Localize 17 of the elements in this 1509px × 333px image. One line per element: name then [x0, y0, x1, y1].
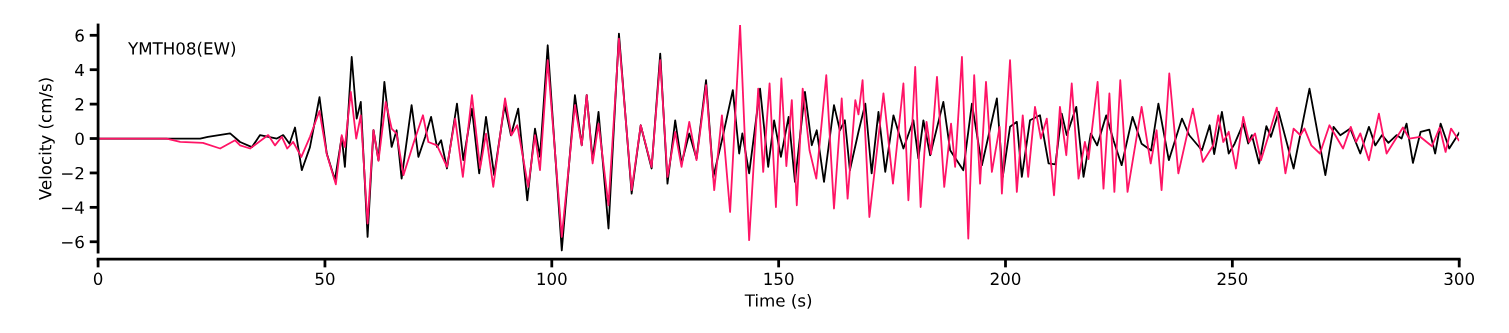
x-tick-label: 300	[1444, 272, 1474, 286]
x-tick-label: 0	[93, 272, 103, 286]
y-tick-label: −4	[62, 201, 84, 214]
x-tick-label: 200	[990, 272, 1021, 286]
x-tick-label: 250	[1217, 272, 1248, 286]
y-tick-label: 4	[75, 63, 84, 77]
y-tick-label: 2	[75, 98, 84, 111]
y-tick-label: 0	[75, 132, 84, 146]
y-tick-label: −2	[62, 166, 84, 180]
x-tick-label: 150	[764, 272, 794, 286]
y-axis-title: Velocity (cm/s)	[38, 78, 55, 201]
x-tick-label: 50	[315, 272, 335, 286]
x-axis-title: Time (s)	[744, 293, 812, 309]
x-tick-label: 100	[537, 272, 567, 286]
y-tick-label: −6	[62, 235, 84, 249]
annotation: YMTH08(EW)	[128, 41, 236, 57]
y-tick-label: 6	[75, 29, 84, 42]
